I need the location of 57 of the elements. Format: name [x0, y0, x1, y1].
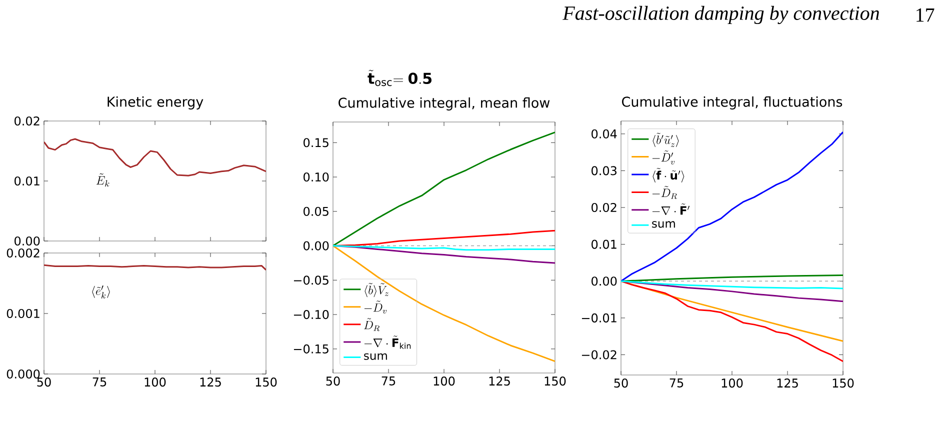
x-tick-label: 75 — [92, 378, 106, 386]
line-series — [333, 245, 556, 362]
x-tick-label: 50 — [37, 378, 51, 387]
legend-label: $-\tilde{D}_v$ — [364, 300, 386, 314]
y-tick-label: 0.001 — [6, 308, 40, 318]
annotation: $\langle\tilde{e}'_k\rangle$ — [92, 286, 110, 299]
line-series — [333, 132, 556, 247]
legend-label: $\tilde{D}_R$ — [364, 318, 380, 332]
x-tick-label: 50 — [326, 376, 340, 386]
x-tick-label: 150 — [832, 378, 854, 388]
y-tick-label: 0.15 — [304, 138, 328, 148]
x-tick-label: 125 — [777, 378, 798, 388]
x-tick-label: 150 — [256, 378, 277, 387]
y-tick-label: 0.01 — [592, 240, 616, 249]
y-tick-label: −0.15 — [294, 344, 328, 354]
y-tick-label: 0.000 — [6, 369, 40, 379]
annotation: $\tilde{E}_k$ — [96, 173, 110, 187]
y-tick-label: 0.02 — [592, 202, 616, 212]
y-tick-label: −0.01 — [582, 313, 616, 322]
legend-label: $\langle\tilde{\mathbf{f}}\cdot\tilde{\mathbf{u}}'\rangle$ — [652, 168, 684, 182]
y-tick-label: 0.002 — [6, 248, 40, 258]
legend-label: sum — [364, 353, 387, 360]
x-tick-label: 75 — [382, 376, 396, 386]
legend-label: $\langle\tilde{b}\rangle\tilde{V}_z$ — [364, 283, 389, 298]
chart-title: Cumulative integral, mean flow — [338, 97, 550, 110]
x-tick-label: 50 — [614, 378, 628, 388]
y-tick-label: −0.05 — [294, 276, 328, 285]
y-tick-label: 0.01 — [14, 176, 40, 186]
y-tick-label: 0.02 — [14, 116, 40, 126]
y-tick-label: 0.00 — [592, 276, 617, 286]
x-tick-label: 125 — [200, 378, 221, 387]
legend-label: $-\nabla\cdot\tilde{\mathbf{F}}_{\mathrm{kin}}$ — [364, 336, 411, 349]
y-tick-label: 0.00 — [304, 241, 329, 250]
legend-label: $\langle\tilde{b}'\tilde{u}'_z\rangle$ — [652, 132, 679, 147]
chart-title: Cumulative integral, fluctuations — [622, 96, 842, 110]
x-tick-label: 125 — [489, 376, 510, 386]
x-tick-label: 100 — [722, 378, 743, 388]
text: 17 — [916, 8, 934, 22]
y-tick-label: −0.02 — [582, 350, 616, 360]
x-tick-label: 150 — [544, 376, 566, 386]
x-tick-label: 75 — [670, 378, 684, 388]
legend-label: $-\nabla\cdot\tilde{\mathbf{F}}'$ — [652, 203, 690, 216]
chart-title: Kinetic energy — [108, 96, 204, 110]
y-tick-label: 0.03 — [592, 166, 616, 176]
y-tick-label: −0.10 — [294, 310, 329, 320]
text: $\tilde{\mathbf{t}}_{\mathrm{osc}}\mathbf{=0.5}$ — [368, 70, 432, 86]
y-tick-label: 0.00 — [14, 236, 40, 246]
text: Fast-oscillation damping by convection — [562, 6, 880, 24]
y-tick-label: 0.10 — [304, 172, 329, 182]
line-series — [621, 280, 844, 362]
x-tick-label: 100 — [144, 378, 166, 387]
legend-label: $-\tilde{D}_R$ — [652, 186, 677, 199]
x-tick-label: 100 — [434, 376, 455, 386]
y-tick-label: 0.05 — [304, 206, 328, 216]
legend-label: sum — [652, 221, 675, 228]
legend-label: $-\tilde{D}'_v$ — [652, 150, 674, 164]
y-tick-label: 0.04 — [592, 129, 617, 138]
